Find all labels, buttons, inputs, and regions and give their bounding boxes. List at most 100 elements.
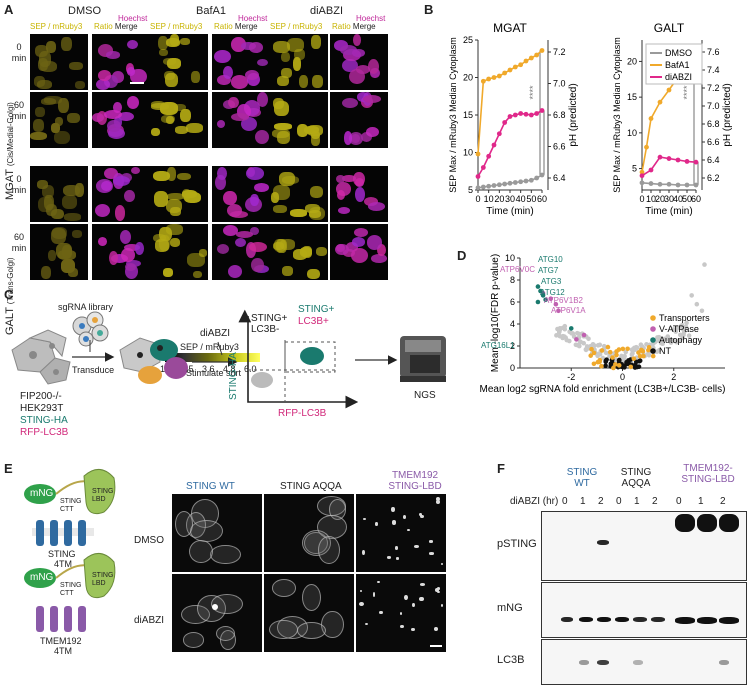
- gene-label: ATG12: [540, 288, 565, 297]
- point-other: [597, 342, 603, 348]
- f-group-sting-aqqa: STING AQQA: [620, 467, 652, 489]
- fluorescence-image-tile: [356, 494, 446, 572]
- blot-band: [697, 617, 717, 624]
- merge-image-tile: [330, 224, 388, 280]
- data-point-diabzi: [693, 159, 699, 165]
- lbd-label-1: STING LBD: [92, 488, 114, 503]
- data-point-dmso: [480, 184, 486, 190]
- y-tick-label: 8: [510, 275, 515, 285]
- data-point-bafa1: [644, 144, 649, 150]
- data-point-dmso: [486, 183, 492, 189]
- y-tick-label: 10: [463, 148, 473, 158]
- point-transporters: [614, 349, 619, 354]
- point-transporters: [613, 362, 618, 367]
- point-other: [694, 301, 700, 307]
- data-point-diabzi: [512, 112, 518, 118]
- ratio-image-tile: [150, 92, 208, 148]
- x-tick-label: 0: [639, 194, 644, 204]
- legend-label: V-ATPase: [659, 324, 699, 334]
- channel-ratio: Ratio: [94, 22, 113, 31]
- data-point-dmso: [534, 175, 540, 181]
- point-other: [654, 349, 660, 354]
- data-point-bafa1: [648, 116, 654, 121]
- x-tick-label: -2: [567, 372, 575, 382]
- point-other: [577, 339, 583, 344]
- time-value: 60: [13, 100, 24, 110]
- panel-label-e: E: [4, 461, 13, 476]
- data-point-diabzi: [496, 131, 502, 137]
- merge-image-tile: [212, 166, 270, 222]
- ngs-label: NGS: [414, 390, 436, 401]
- time-value: 0: [16, 42, 22, 52]
- fluorescence-image-tile: [172, 574, 262, 652]
- y-right-tick-label: 6.8: [553, 110, 566, 120]
- library-label: sgRNA library: [58, 302, 113, 312]
- channel-ratio: Ratio: [332, 22, 351, 31]
- blot-label-mng: mNG: [497, 602, 523, 614]
- chart-title: GALT: [654, 21, 685, 35]
- data-point-bafa1: [486, 76, 492, 82]
- point-autophagy: [535, 284, 541, 289]
- data-point-dmso: [648, 181, 654, 186]
- data-point-bafa1: [528, 55, 534, 61]
- channel-hoechst: Hoechst: [118, 14, 148, 23]
- ratio-image-tile: [270, 224, 328, 280]
- panel-label-b: B: [424, 2, 434, 17]
- ratio-image-tile: [30, 166, 88, 222]
- y-axis-right-label: pH (predicted): [722, 83, 733, 146]
- fluorescence-image-tile: [172, 494, 262, 572]
- point-v-atpase: [553, 301, 559, 307]
- point-other: [630, 351, 635, 356]
- x-axis-label: Mean log2 sgRNA fold enrichment (LC3B+/L…: [480, 384, 726, 395]
- gene-label: ATG7: [538, 266, 559, 275]
- fluorescence-image-tile: [264, 494, 354, 572]
- merge-image-tile: [92, 34, 150, 90]
- blot-band: [719, 514, 739, 532]
- data-point-dmso: [666, 181, 672, 187]
- channel-hoechst: Hoechst: [356, 14, 386, 23]
- panel-label-d: D: [457, 248, 467, 263]
- time-label: 0 min: [8, 174, 30, 196]
- diabzi-stim-label: diABZI: [200, 328, 231, 339]
- channel-ratio: Ratio: [214, 22, 233, 31]
- data-point-bafa1: [502, 70, 508, 76]
- ratio-image-tile: [270, 34, 328, 90]
- gate-pos-2: LC3B+: [298, 316, 329, 327]
- blot-band: [719, 660, 729, 665]
- point-nt: [637, 358, 643, 364]
- ctt-label-2: STING CTT: [60, 582, 82, 597]
- f-diabzi-label: diABZI (hr): [510, 496, 559, 507]
- data-point-dmso: [684, 182, 690, 188]
- point-v-atpase: [574, 337, 579, 342]
- scale-bar: [430, 645, 442, 647]
- blot-mng: [541, 582, 747, 638]
- point-transporters: [589, 346, 594, 352]
- point-transporters: [614, 352, 619, 358]
- y-right-tick-label: 7.2: [553, 47, 566, 57]
- panel-label-f: F: [497, 461, 505, 476]
- merge-image-tile: [330, 92, 388, 148]
- marker-sting: STING-HA: [20, 415, 68, 426]
- time-label: 0 min: [8, 42, 30, 64]
- condition-dmso: DMSO: [68, 5, 101, 17]
- data-point-bafa1: [512, 64, 518, 70]
- point-v-atpase: [581, 332, 587, 338]
- blot-band: [597, 617, 611, 622]
- significance-stars: ****: [528, 85, 538, 100]
- legend-label: Transporters: [659, 313, 710, 323]
- e-row-diabzi: diABZI: [134, 615, 165, 626]
- time-label: 60 min: [8, 100, 30, 122]
- y-right-tick-label: 7.4: [707, 65, 720, 75]
- ctt-label-1: STING CTT: [60, 498, 82, 513]
- data-point-diabzi: [528, 112, 534, 118]
- data-point-dmso: [693, 182, 699, 188]
- blot-band: [597, 660, 609, 665]
- point-other: [573, 342, 579, 348]
- cell-cluster-start: [11, 329, 71, 385]
- library-text: sgRNA library: [58, 302, 114, 312]
- blot-band: [675, 514, 695, 532]
- point-other: [683, 324, 689, 330]
- f-group-sting-wt: STING WT: [566, 467, 598, 489]
